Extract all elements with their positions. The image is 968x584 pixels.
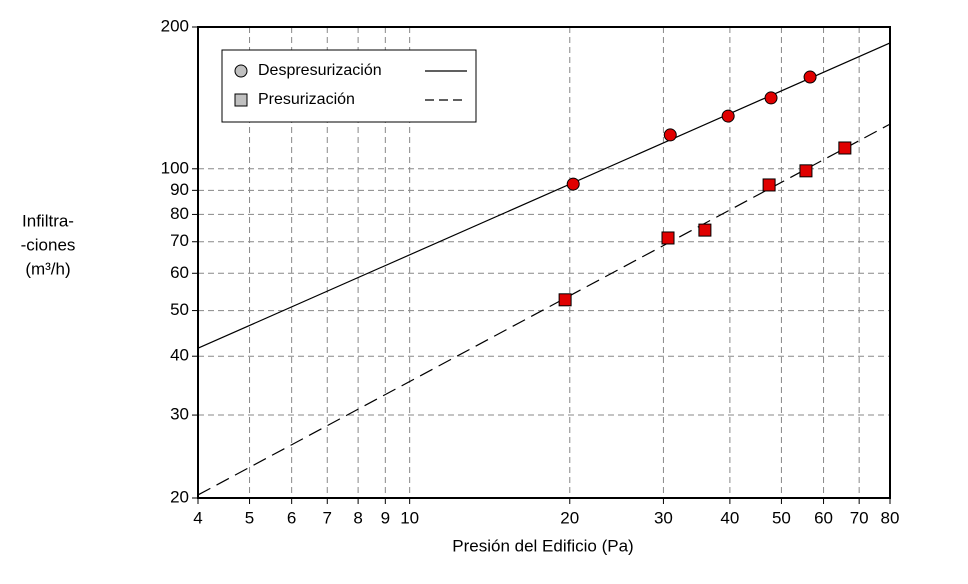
fit-line [197,123,891,496]
y-tick-label: 90 [170,180,189,199]
marker [721,109,735,123]
y-tick-label: 200 [161,16,189,35]
marker [698,223,712,237]
y-axis-label: Infiltra- [22,211,74,230]
marker [764,91,778,105]
plot-frame [197,26,891,499]
x-tick-label: 5 [245,508,254,527]
y-tick-label: 30 [170,405,189,424]
marker [566,177,580,191]
x-tick-label: 4 [193,508,202,527]
marker [799,164,813,178]
y-tick-label: 100 [161,158,189,177]
x-tick-label: 50 [772,508,791,527]
legend-label: Presurización [258,91,355,108]
y-tick-label: 60 [170,263,189,282]
marker [663,128,677,142]
marker [558,293,572,307]
x-tick-label: 20 [560,508,579,527]
y-tick-label: 40 [170,346,189,365]
marker [762,178,776,192]
x-tick-label: 30 [654,508,673,527]
x-axis-label: Presión del Edificio (Pa) [452,536,633,555]
x-tick-label: 80 [881,508,900,527]
legend-marker [234,64,248,78]
y-tick-label: 20 [170,487,189,506]
marker [803,70,817,84]
y-tick-label: 50 [170,300,189,319]
x-tick-label: 10 [400,508,419,527]
x-tick-label: 6 [287,508,296,527]
y-axis-label: -ciones [21,235,76,254]
legend-marker [234,93,248,107]
marker [838,141,852,155]
x-tick-label: 70 [850,508,869,527]
x-tick-label: 7 [323,508,332,527]
x-tick-label: 40 [720,508,739,527]
legend-box [221,49,477,123]
x-tick-label: 8 [353,508,362,527]
x-tick-label: 9 [381,508,390,527]
y-tick-label: 70 [170,231,189,250]
x-tick-label: 60 [814,508,833,527]
legend-label: Despresurización [258,62,382,79]
y-axis-label: (m³/h) [25,259,70,278]
marker [661,231,675,245]
y-tick-label: 80 [170,204,189,223]
